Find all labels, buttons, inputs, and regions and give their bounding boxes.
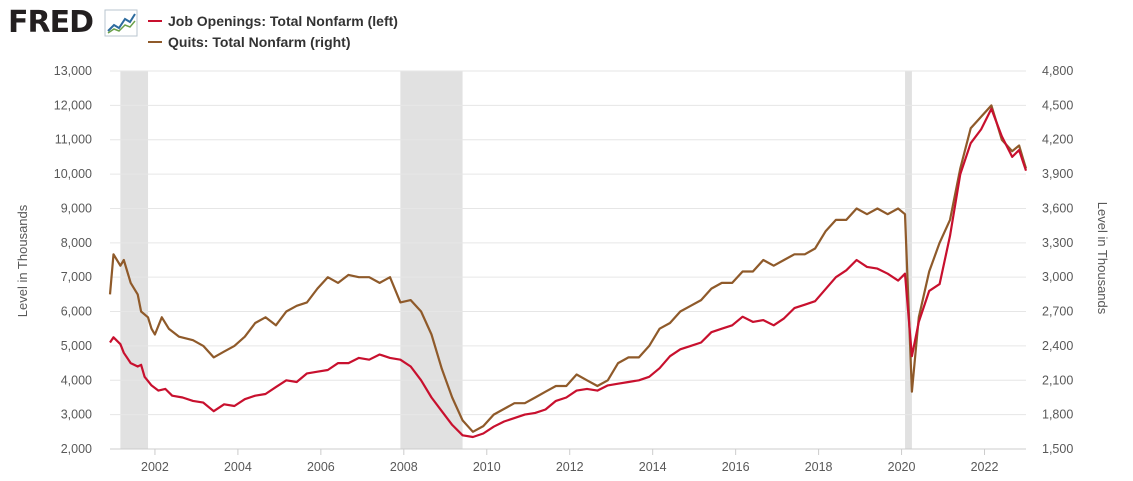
x-tick-label: 2016 <box>722 460 750 474</box>
right-tick-label: 4,800 <box>1042 64 1073 78</box>
x-tick-label: 2006 <box>307 460 335 474</box>
left-tick-label: 12,000 <box>54 98 92 112</box>
grid-lines <box>110 70 1026 450</box>
right-axis-label: Level in Thousands <box>1095 202 1110 315</box>
x-tick-label: 2012 <box>556 460 584 474</box>
right-tick-label: 2,400 <box>1042 339 1073 353</box>
recession-band <box>400 71 463 449</box>
legend-label-quits: Quits: Total Nonfarm (right) <box>168 33 351 50</box>
x-tick-label: 2008 <box>390 460 418 474</box>
left-tick-label: 11,000 <box>55 133 92 147</box>
fred-logo-text: FRED <box>8 5 94 40</box>
left-tick-label: 4,000 <box>61 373 92 387</box>
job-openings-line[interactable] <box>109 107 1028 439</box>
left-tick-label: 8,000 <box>61 236 92 250</box>
x-tick-label: 2022 <box>971 460 999 474</box>
left-tick-label: 6,000 <box>61 305 92 319</box>
left-tick-label: 9,000 <box>61 201 92 215</box>
right-axis-ticks: 1,500 1,800 2,100 2,400 2,700 3,000 3,300 3,600… <box>1042 64 1073 456</box>
x-axis-ticks: 2002 2004 2006 2008 2010 2012 2014 2016 2018 2020… <box>141 449 998 474</box>
recession-shading <box>120 71 912 449</box>
x-tick-label: 2014 <box>639 460 667 474</box>
legend-item-job-openings[interactable]: Job Openings: Total Nonfarm (left) <box>148 10 398 31</box>
left-axis-label: Level in Thousands <box>15 204 30 317</box>
left-tick-label: 5,000 <box>61 339 92 353</box>
left-axis-ticks: 2,000 3,000 4,000 5,000 6,000 7,000 8,000 9,000… <box>54 64 92 456</box>
right-tick-label: 2,700 <box>1042 305 1073 319</box>
chart-legend: Job Openings: Total Nonfarm (left) Quits… <box>148 10 398 52</box>
x-tick-label: 2018 <box>805 460 833 474</box>
x-tick-label: 2010 <box>473 460 501 474</box>
legend-label-job-openings: Job Openings: Total Nonfarm (left) <box>168 12 398 29</box>
series-lines <box>108 104 1028 439</box>
left-tick-label: 3,000 <box>61 408 92 422</box>
left-tick-label: 7,000 <box>61 270 92 284</box>
chart-header: FRED Job Openings: Total Nonfarm (left) … <box>0 0 1133 60</box>
right-tick-label: 3,900 <box>1042 167 1073 181</box>
legend-swatch-quits <box>148 40 162 43</box>
right-tick-label: 2,100 <box>1042 373 1073 387</box>
legend-item-quits[interactable]: Quits: Total Nonfarm (right) <box>148 31 398 52</box>
right-tick-label: 4,500 <box>1042 98 1073 112</box>
right-tick-label: 4,200 <box>1042 133 1073 147</box>
legend-swatch-job-openings <box>148 19 162 22</box>
left-tick-label: 13,000 <box>54 64 92 78</box>
right-tick-label: 1,500 <box>1042 442 1073 456</box>
recession-band <box>905 71 912 449</box>
right-tick-label: 3,300 <box>1042 236 1073 250</box>
line-chart-icon <box>104 9 138 37</box>
x-tick-label: 2020 <box>888 460 916 474</box>
right-tick-label: 3,000 <box>1042 270 1073 284</box>
quits-line[interactable] <box>108 104 1028 433</box>
right-tick-label: 3,600 <box>1042 201 1073 215</box>
left-tick-label: 2,000 <box>61 442 92 456</box>
recession-band <box>120 71 149 449</box>
x-tick-label: 2004 <box>224 460 252 474</box>
left-tick-label: 10,000 <box>54 167 92 181</box>
right-tick-label: 1,800 <box>1042 408 1073 422</box>
x-tick-label: 2002 <box>141 460 169 474</box>
